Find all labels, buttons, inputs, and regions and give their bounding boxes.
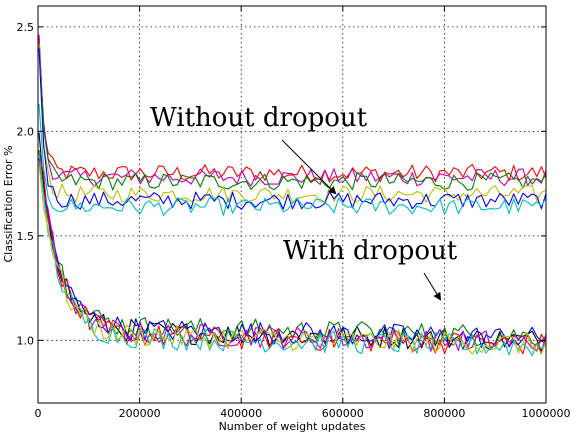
arrow-with-dropout — [423, 272, 442, 301]
y-axis-title: Classification Error % — [2, 145, 15, 262]
x-tick-label: 1000000 — [522, 407, 571, 420]
x-tick-label: 200000 — [119, 407, 161, 420]
y-ticks: 1.0 1.5 2.0 2.5 — [17, 21, 546, 347]
x-tick-label: 800000 — [423, 407, 465, 420]
with-dropout-series-line — [38, 151, 546, 354]
without-dropout-series-line — [38, 36, 546, 183]
x-axis-title: Number of weight updates — [219, 420, 366, 433]
with-dropout-series-line — [38, 163, 546, 355]
with-dropout-series-line — [38, 152, 546, 357]
plot-frame — [37, 5, 547, 404]
without-dropout-series-line — [38, 44, 546, 191]
without-dropout-series-line — [38, 104, 546, 216]
y-tick-label: 2.5 — [17, 21, 35, 34]
without-dropout-series-line — [38, 34, 546, 187]
y-tick-label: 1.0 — [17, 334, 35, 347]
y-tick-label: 2.0 — [17, 125, 35, 138]
annotation-without-dropout: Without dropout — [150, 103, 368, 133]
x-tick-label: 400000 — [220, 407, 262, 420]
x-tick-label: 600000 — [322, 407, 364, 420]
y-tick-label: 1.5 — [17, 230, 35, 243]
without-dropout-series-line — [38, 48, 546, 210]
arrow-without-dropout — [281, 139, 337, 195]
series-layer — [38, 34, 546, 357]
x-tick-label: 0 — [35, 407, 42, 420]
x-ticks: 0 200000 400000 600000 800000 1000000 — [35, 6, 571, 420]
annotation-with-dropout: With dropout — [283, 236, 458, 266]
